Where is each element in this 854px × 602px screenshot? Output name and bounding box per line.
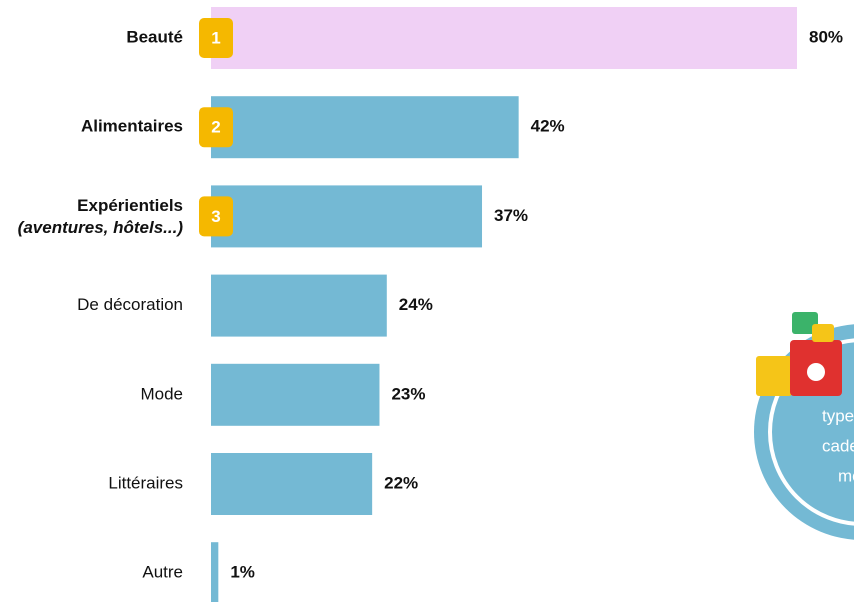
gift-icon — [807, 363, 825, 381]
value-label: 42% — [531, 117, 565, 136]
value-label: 1% — [230, 563, 255, 582]
promo-badge — [754, 312, 854, 540]
category-label: Alimentaires — [81, 117, 183, 136]
category-note: (aventures, hôtels...) — [18, 218, 184, 237]
category-label: Littéraires — [108, 473, 183, 492]
value-label: 80% — [809, 27, 843, 46]
bar — [211, 363, 380, 426]
rank-badge — [199, 18, 233, 58]
value-label: 23% — [391, 384, 425, 403]
bar — [211, 7, 797, 69]
bar — [211, 185, 483, 248]
rank-badge — [199, 107, 233, 148]
value-label: 37% — [494, 206, 528, 225]
category-label: Expérientiels — [77, 196, 183, 215]
category-label: Autre — [142, 563, 183, 582]
rank-number: 2 — [211, 118, 220, 137]
badge-text: types — [822, 406, 854, 425]
gift-icon — [812, 324, 834, 342]
badge-text: mo — [838, 466, 854, 485]
rank-badge — [199, 196, 233, 237]
rank-number: 1 — [211, 28, 220, 47]
category-label: De décoration — [77, 295, 183, 314]
badge-ring — [768, 338, 854, 526]
rank-number: 3 — [211, 207, 220, 226]
category-label: Beauté — [126, 27, 183, 46]
category-label: Mode — [140, 384, 183, 403]
gift-icon — [756, 356, 792, 396]
bar — [211, 96, 519, 159]
gift-icon — [792, 312, 818, 334]
badge-text: cadea — [822, 436, 854, 455]
value-label: 24% — [399, 295, 433, 314]
value-label: 22% — [384, 473, 418, 492]
bar — [211, 274, 387, 337]
bar — [211, 453, 373, 515]
bar — [211, 542, 219, 602]
